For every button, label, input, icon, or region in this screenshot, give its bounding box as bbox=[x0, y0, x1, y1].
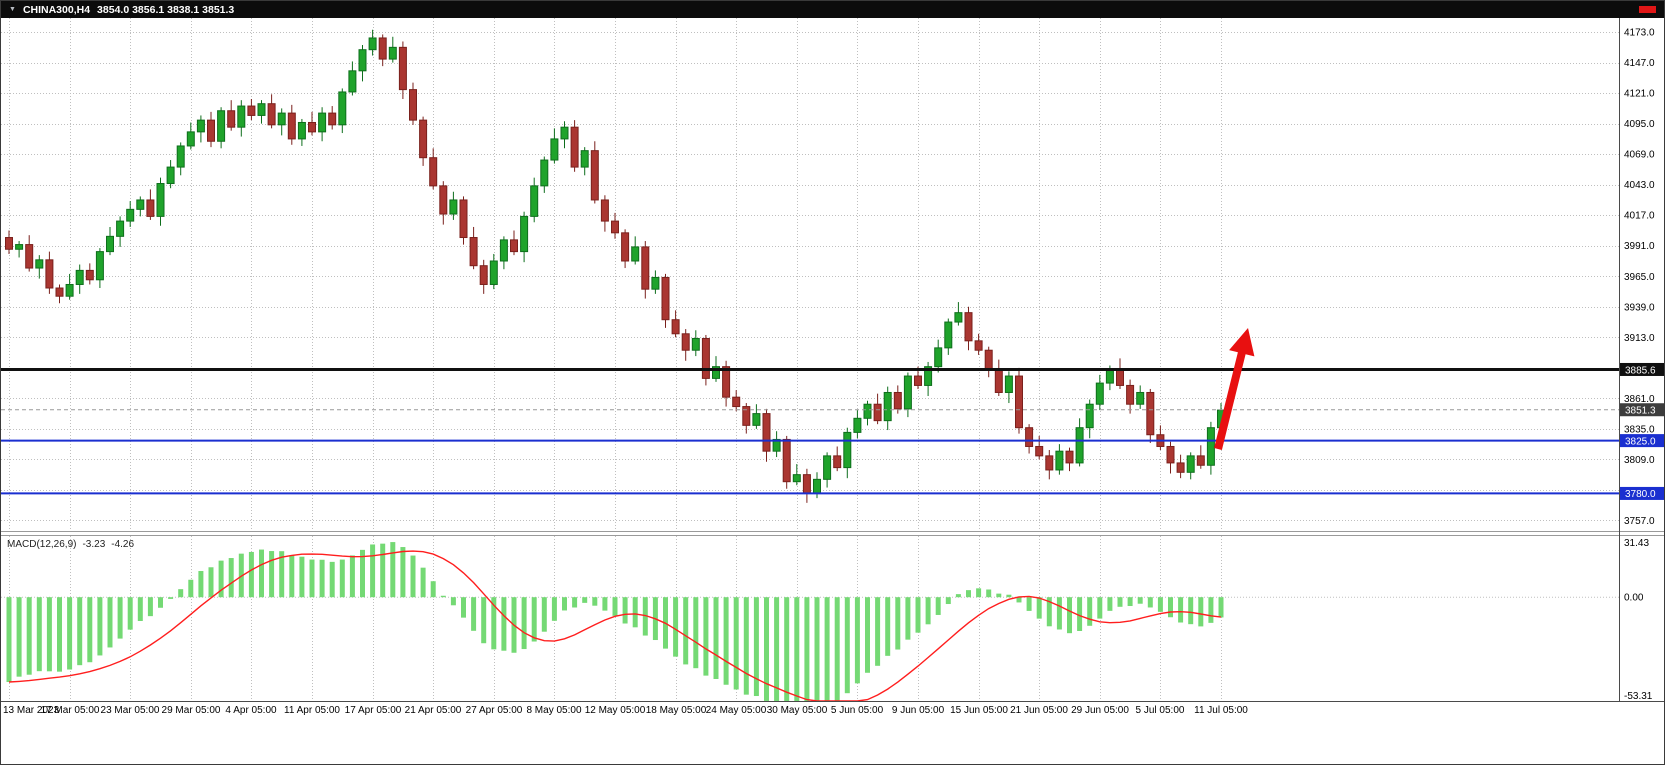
time-axis-label: 23 Mar 05:00 bbox=[101, 705, 160, 716]
time-axis-label: 5 Jun 05:00 bbox=[831, 705, 884, 716]
price-axis-label: 4017.0 bbox=[1624, 211, 1655, 222]
macd-value: -3.23 bbox=[82, 539, 106, 550]
price-axis-label: 3913.0 bbox=[1624, 333, 1655, 344]
chevron-down-icon[interactable]: ▼ bbox=[9, 6, 16, 13]
macd-name: MACD(12,26,9) bbox=[7, 539, 77, 550]
macd-axis-label: 0.00 bbox=[1624, 593, 1644, 604]
price-tags: 3885.6 3851.3 3825.0 3780.0 bbox=[1620, 362, 1664, 500]
time-axis-label: 29 Jun 05:00 bbox=[1071, 705, 1129, 716]
macd-signal-value: -4.26 bbox=[111, 539, 135, 550]
time-axis-label: 21 Apr 05:00 bbox=[405, 705, 462, 716]
price-tag-label: 3780.0 bbox=[1625, 489, 1656, 500]
time-axis-label: 27 Apr 05:00 bbox=[466, 705, 523, 716]
price-axis-label: 4121.0 bbox=[1624, 89, 1655, 100]
price-axis-label: 4147.0 bbox=[1624, 58, 1655, 69]
price-axis-label: 4173.0 bbox=[1624, 28, 1655, 39]
time-axis-label: 4 Apr 05:00 bbox=[225, 705, 277, 716]
horizontal-level-lines[interactable] bbox=[1, 367, 1619, 495]
price-tag bbox=[1620, 434, 1664, 448]
price-axis-label: 3861.0 bbox=[1624, 394, 1655, 405]
price-axis-label: 3757.0 bbox=[1624, 516, 1655, 527]
price-axis: 4173.0 4147.0 4121.0 4095.0 4069.0 4043.0 4017… bbox=[1624, 28, 1655, 702]
time-axis-label: 30 May 05:00 bbox=[767, 705, 828, 716]
macd-axis-label: -53.31 bbox=[1624, 691, 1653, 702]
macd-indicator-label: MACD(12,26,9) -3.23 -4.26 bbox=[7, 539, 134, 550]
price-axis-label: 3835.0 bbox=[1624, 424, 1655, 435]
time-axis-label: 13 Mar 2023 bbox=[3, 705, 60, 716]
price-tag-label: 3851.3 bbox=[1625, 406, 1656, 417]
time-axis-label: 12 May 05:00 bbox=[585, 705, 646, 716]
time-axis-label: 11 Jul 05:00 bbox=[1194, 705, 1248, 716]
symbol-timeframe-label: CHINA300,H4 bbox=[22, 3, 91, 16]
macd-axis-label: 31.43 bbox=[1624, 538, 1649, 549]
macd-indicator bbox=[1, 542, 1619, 702]
ohlc-readout: 3854.0 3856.1 3838.1 3851.3 bbox=[97, 3, 235, 16]
trend-arrow-annotation[interactable] bbox=[1214, 328, 1255, 450]
price-axis-label: 4069.0 bbox=[1624, 150, 1655, 161]
price-tag-label: 3885.6 bbox=[1625, 365, 1656, 376]
price-tag bbox=[1620, 486, 1664, 500]
price-tag-label: 3825.0 bbox=[1625, 436, 1656, 447]
candlestick-series[interactable] bbox=[5, 29, 1225, 503]
time-axis-label: 17 Apr 05:00 bbox=[345, 705, 402, 716]
time-axis-label: 17 Mar 05:00 bbox=[41, 705, 100, 716]
time-axis-label: 11 Apr 05:00 bbox=[284, 705, 340, 716]
price-axis-label: 4095.0 bbox=[1624, 119, 1655, 130]
price-axis-label: 4043.0 bbox=[1624, 180, 1655, 191]
time-axis-label: 24 May 05:00 bbox=[706, 705, 767, 716]
time-axis-label: 15 Jun 05:00 bbox=[950, 705, 1008, 716]
chart-header: ▼ CHINA300,H4 3854.0 3856.1 3838.1 3851.… bbox=[1, 1, 1664, 18]
price-axis-label: 3809.0 bbox=[1624, 455, 1655, 466]
panel-separators bbox=[1, 18, 1664, 702]
price-tag bbox=[1620, 403, 1664, 417]
price-axis-label: 3991.0 bbox=[1624, 241, 1655, 252]
price-axis-label: 3965.0 bbox=[1624, 272, 1655, 283]
time-axis-label: 18 May 05:00 bbox=[646, 705, 707, 716]
time-axis-label: 8 May 05:00 bbox=[526, 705, 581, 716]
time-axis-label: 21 Jun 05:00 bbox=[1010, 705, 1068, 716]
time-axis-label: 29 Mar 05:00 bbox=[162, 705, 221, 716]
price-tag bbox=[1620, 362, 1664, 376]
alert-marker bbox=[1639, 6, 1656, 13]
price-axis-label: 3939.0 bbox=[1624, 302, 1655, 313]
time-axis-label: 9 Jun 05:00 bbox=[892, 705, 945, 716]
time-axis-label: 5 Jul 05:00 bbox=[1136, 705, 1185, 716]
macd-signal-line bbox=[8, 550, 1222, 702]
